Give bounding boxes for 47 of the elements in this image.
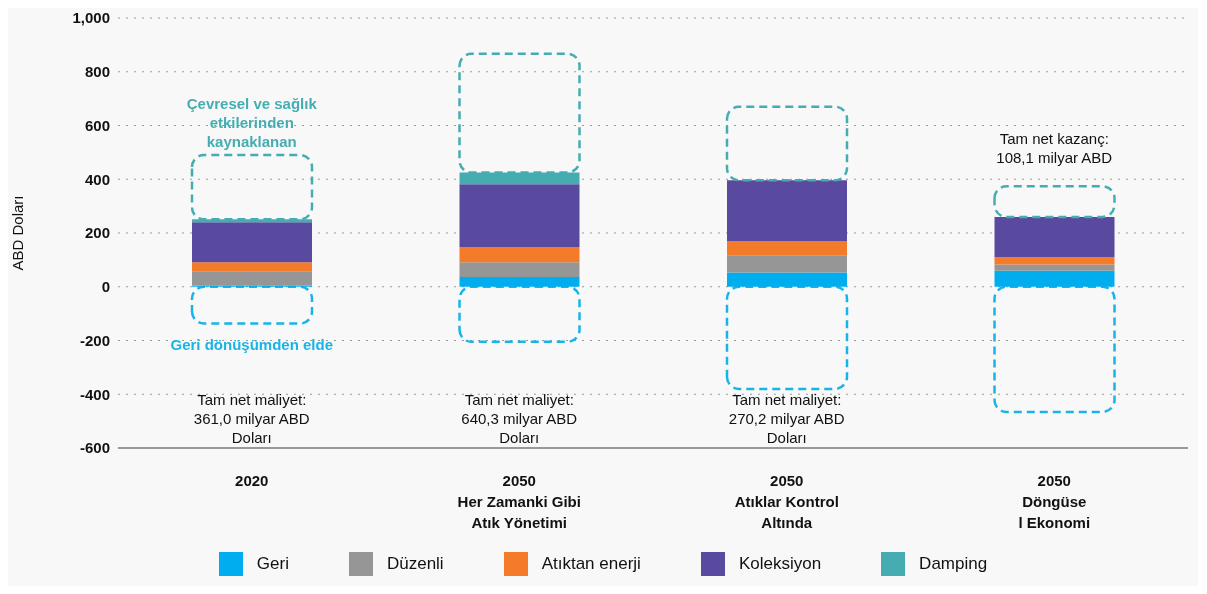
legend-label: Atıktan enerji bbox=[540, 553, 641, 575]
y-tick-label: -200 bbox=[79, 331, 110, 349]
bar bbox=[192, 222, 312, 263]
y-tick-label: 400 bbox=[84, 170, 110, 188]
bar bbox=[994, 216, 1115, 258]
bar bbox=[993, 285, 1116, 414]
annotation: Geri dönüşümden elde bbox=[170, 335, 334, 353]
legend-label: Damping bbox=[918, 553, 988, 575]
legend-label: Koleksiyon bbox=[737, 553, 822, 575]
bar bbox=[994, 264, 1115, 271]
y-tick-label: 800 bbox=[84, 63, 110, 81]
annotation: Tam net maliyet: 270,2 milyar ABD Doları bbox=[728, 391, 845, 446]
bar bbox=[725, 105, 849, 182]
bar bbox=[994, 257, 1115, 265]
bar bbox=[459, 277, 580, 287]
y-axis-title: ABD Doları bbox=[9, 195, 27, 271]
y-tick-label: 0 bbox=[101, 278, 110, 296]
x-tick-label: 2050 Her Zamanki Gibi Atık Yönetimi bbox=[457, 472, 581, 531]
y-tick-label: -400 bbox=[79, 385, 110, 403]
x-tick-label: 2050 Döngüse l Ekonomi bbox=[1018, 472, 1091, 531]
bar bbox=[459, 246, 580, 263]
y-tick-label: 200 bbox=[84, 224, 110, 242]
bar bbox=[459, 184, 580, 247]
bar bbox=[727, 180, 847, 242]
legend-label: Geri bbox=[255, 553, 289, 575]
y-tick-label: -600 bbox=[79, 439, 110, 457]
annotation: Tam net maliyet: 361,0 milyar ABD Doları bbox=[193, 391, 310, 446]
bar bbox=[192, 271, 312, 286]
bar bbox=[993, 184, 1116, 219]
bar bbox=[459, 262, 580, 278]
bar bbox=[458, 285, 581, 344]
annotation: Tam net maliyet: 640,3 milyar ABD Doları bbox=[461, 391, 578, 446]
bar bbox=[190, 285, 314, 325]
bar bbox=[725, 285, 849, 391]
y-tick-label: 600 bbox=[84, 116, 110, 134]
bar bbox=[190, 153, 314, 221]
bar bbox=[727, 241, 847, 256]
legend-label: Düzenli bbox=[385, 553, 444, 575]
annotation: Tam net kazanç: 108,1 milyar ABD bbox=[996, 130, 1113, 167]
bar bbox=[727, 272, 847, 287]
bar bbox=[192, 262, 312, 272]
x-tick-label: 2020 bbox=[235, 472, 269, 489]
x-tick-label: 2050 Atıklar Kontrol Altında bbox=[734, 472, 839, 531]
bar bbox=[727, 255, 847, 273]
y-tick-label: 1,000 bbox=[72, 9, 110, 27]
bar bbox=[994, 270, 1115, 287]
annotation: Çevresel ve sağlık etkilerinden kaynaklanan bbox=[186, 95, 318, 151]
